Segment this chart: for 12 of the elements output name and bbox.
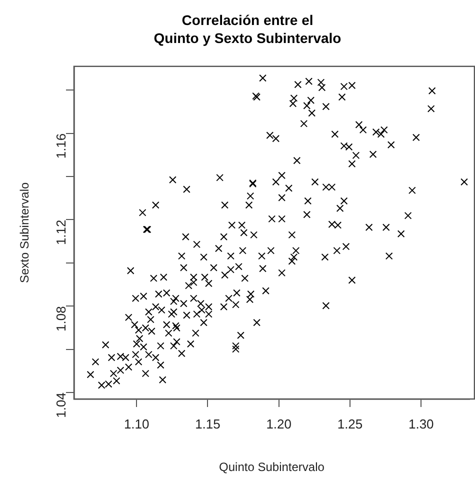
y-tick-label: 1.16 bbox=[54, 133, 69, 159]
y-axis-title: Sexto Subintervalo bbox=[18, 182, 32, 284]
y-tick-label: 1.08 bbox=[54, 306, 69, 332]
chart-title: Correlación entre el Quinto y Sexto Subintervalo bbox=[154, 12, 342, 46]
y-tick-label: 1.04 bbox=[54, 392, 69, 418]
x-axis-title: Quinto Subintervalo bbox=[219, 460, 325, 474]
x-tick-label: 1.10 bbox=[124, 416, 150, 432]
x-tick-label: 1.25 bbox=[337, 416, 363, 432]
x-tick-label: 1.20 bbox=[266, 416, 292, 432]
x-tick-label: 1.30 bbox=[408, 416, 434, 432]
y-tick-label: 1.12 bbox=[54, 220, 69, 246]
x-tick-label: 1.15 bbox=[195, 416, 220, 432]
